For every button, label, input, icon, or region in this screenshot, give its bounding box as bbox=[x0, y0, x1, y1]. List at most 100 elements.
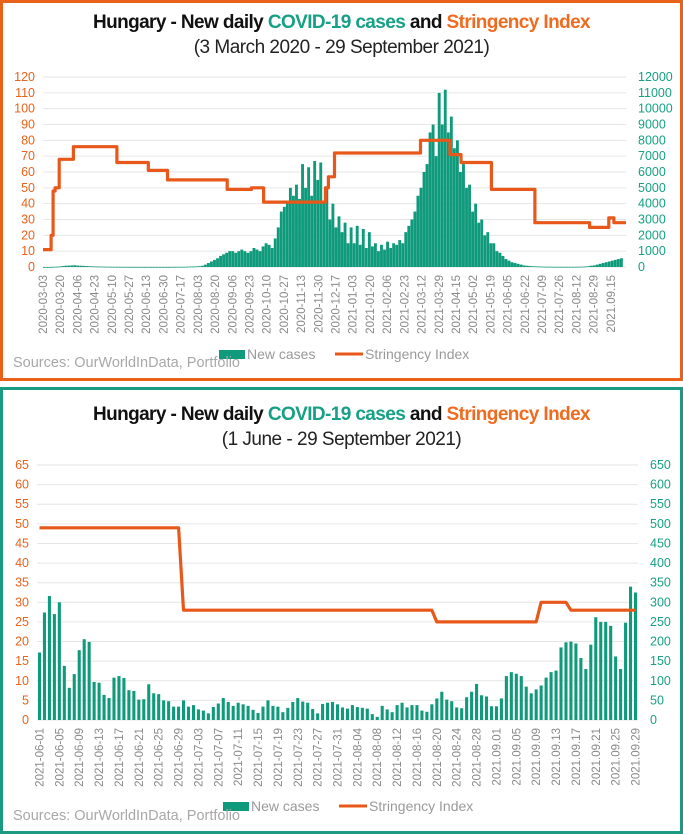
case-bar bbox=[131, 266, 134, 268]
y-right-tick-label: 0 bbox=[650, 713, 657, 727]
y-right-tick-label: 8000 bbox=[638, 133, 666, 147]
case-bar bbox=[176, 266, 180, 268]
case-bar bbox=[470, 691, 474, 720]
case-bar bbox=[335, 704, 340, 720]
case-bar bbox=[117, 676, 121, 720]
chart-svg-full-period: 0102030405060708090100110120010002000300… bbox=[14, 70, 673, 362]
case-bar bbox=[246, 252, 250, 267]
case-bar bbox=[82, 265, 86, 267]
case-bar bbox=[549, 672, 553, 720]
case-bar bbox=[228, 251, 232, 267]
case-bar bbox=[577, 266, 581, 268]
case-bar bbox=[389, 248, 393, 267]
y-left-tick-label: 5 bbox=[22, 693, 29, 707]
source-note: Sources: OurWorldInData, Portfolio bbox=[13, 808, 240, 824]
case-bar bbox=[285, 200, 289, 267]
case-bar bbox=[613, 259, 617, 268]
case-bar bbox=[410, 705, 414, 720]
case-bar bbox=[501, 255, 505, 267]
case-bar bbox=[586, 266, 590, 268]
x-tick-label: 2021-05-19 bbox=[485, 275, 497, 334]
case-bar bbox=[568, 266, 572, 268]
case-bar bbox=[319, 162, 323, 267]
case-bar bbox=[380, 705, 384, 720]
case-bar bbox=[492, 243, 496, 267]
case-bar bbox=[498, 252, 502, 267]
x-tick-label: 2020-08-03 bbox=[193, 275, 205, 334]
case-bar bbox=[152, 266, 156, 268]
case-bar bbox=[261, 246, 265, 267]
y-left-tick-label: 50 bbox=[15, 517, 29, 531]
y-right-tick-label: 2000 bbox=[638, 228, 666, 242]
case-bar bbox=[200, 265, 204, 267]
case-bar bbox=[321, 703, 325, 720]
case-bar bbox=[559, 266, 563, 268]
case-bar bbox=[310, 195, 314, 267]
case-bar bbox=[445, 699, 449, 720]
case-bar bbox=[564, 642, 568, 720]
case-bar bbox=[172, 706, 176, 720]
x-tick-label: 2021-06-01 bbox=[34, 728, 46, 787]
case-bar bbox=[152, 693, 156, 720]
x-tick-label: 2021-08-28 bbox=[472, 728, 484, 787]
case-bar bbox=[360, 707, 364, 720]
case-bar bbox=[425, 164, 429, 267]
case-bar bbox=[55, 266, 59, 268]
x-tick-label: 2021.09.13 bbox=[551, 728, 563, 786]
x-tick-label: 2021-08-12 bbox=[571, 275, 583, 334]
case-bar bbox=[370, 714, 374, 720]
legend-label-cases: New cases bbox=[247, 346, 315, 362]
title-stringency: Stringency Index bbox=[446, 12, 591, 33]
title-prefix: Hungary - New daily bbox=[92, 404, 268, 425]
case-bar bbox=[37, 652, 42, 720]
case-bar bbox=[607, 261, 611, 267]
case-bar bbox=[118, 266, 122, 268]
x-tick-label: 2021-08-08 bbox=[372, 728, 384, 787]
case-bar bbox=[425, 711, 429, 720]
case-bar bbox=[137, 266, 141, 268]
y-left-tick-label: 30 bbox=[15, 595, 29, 609]
title-stringency: Stringency Index bbox=[446, 404, 591, 425]
case-bar bbox=[510, 262, 514, 267]
y-right-tick-label: 0 bbox=[638, 260, 645, 274]
case-bar bbox=[514, 673, 518, 720]
y-right-tick-label: 5000 bbox=[638, 181, 666, 195]
case-bar bbox=[390, 712, 394, 720]
legend-label-cases: New cases bbox=[251, 798, 319, 814]
case-bar bbox=[579, 658, 583, 720]
case-bar bbox=[179, 266, 183, 268]
case-bar bbox=[72, 674, 76, 720]
case-bar bbox=[186, 706, 191, 720]
stringency-line bbox=[43, 138, 626, 252]
case-bar bbox=[79, 265, 83, 267]
case-bar bbox=[534, 689, 538, 720]
y-right-tick-label: 500 bbox=[650, 517, 671, 531]
case-bar bbox=[61, 266, 65, 267]
x-tick-label: 2020-07-17 bbox=[176, 275, 188, 334]
case-bar bbox=[460, 708, 464, 720]
case-bar bbox=[407, 225, 411, 267]
case-bar bbox=[251, 709, 255, 720]
x-tick-label: 2020-04-23 bbox=[90, 275, 102, 334]
case-bar bbox=[94, 266, 98, 268]
case-bar bbox=[134, 266, 137, 268]
case-bar bbox=[337, 216, 341, 267]
x-tick-label: 2021-05-02 bbox=[468, 275, 480, 334]
x-tick-label: 2021-08-29 bbox=[589, 275, 601, 334]
case-bar bbox=[415, 705, 419, 720]
case-bar bbox=[240, 249, 244, 267]
case-bar bbox=[158, 266, 162, 268]
case-bar bbox=[346, 243, 350, 267]
case-bar bbox=[261, 706, 265, 720]
case-bar bbox=[574, 266, 578, 268]
case-bar bbox=[155, 266, 159, 268]
case-bar bbox=[345, 708, 349, 720]
x-tick-label: 2021-02-23 bbox=[399, 275, 411, 334]
case-bar bbox=[143, 266, 147, 268]
case-bar bbox=[330, 701, 335, 720]
case-bar bbox=[443, 89, 447, 267]
case-bar bbox=[365, 708, 369, 720]
case-bar bbox=[601, 263, 605, 267]
title-cases: COVID-19 cases bbox=[267, 12, 406, 33]
y-right-tick-label: 600 bbox=[650, 478, 671, 492]
